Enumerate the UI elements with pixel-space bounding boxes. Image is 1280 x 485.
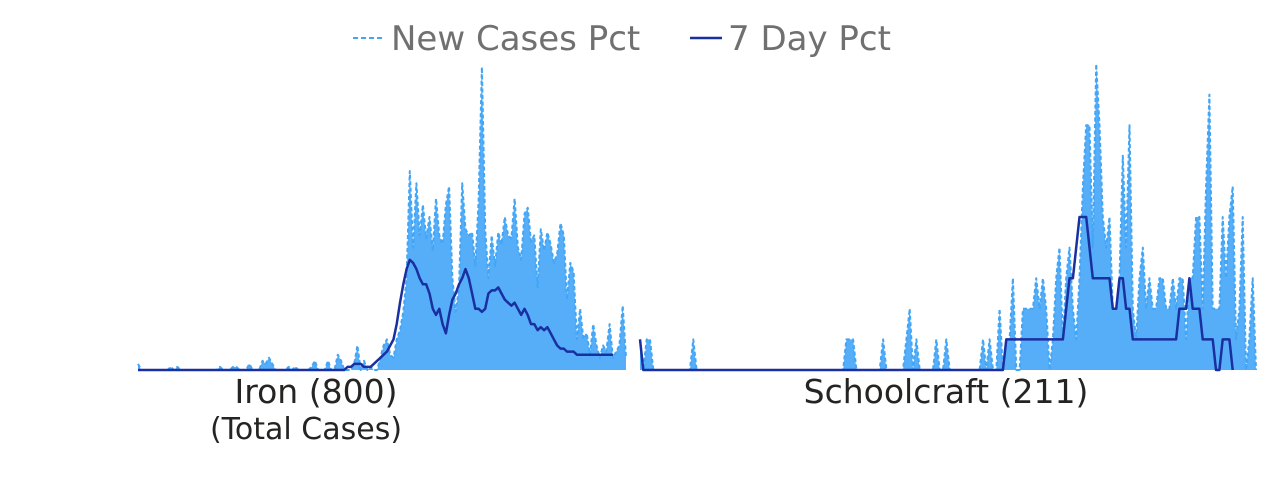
- legend-item-7-day-pct[interactable]: 7 Day Pct: [690, 19, 891, 59]
- series-new-cases-pct-schoolcraft: [639, 63, 1257, 371]
- series-7-day-pct-schoolcraft: [638, 215, 1234, 372]
- area-new-cases-schoolcraft: [640, 64, 1256, 370]
- series-7-day-pct-iron: [138, 258, 613, 372]
- area-new-cases-iron: [138, 67, 626, 370]
- panel-label-schoolcraft: Schoolcraft (211): [804, 372, 1089, 411]
- legend-label-7-day-pct: 7 Day Pct: [728, 19, 891, 59]
- panel-label-iron: Iron (800): [235, 372, 398, 411]
- panel-iron: [137, 66, 627, 372]
- panel-schoolcraft: [638, 63, 1257, 372]
- panel-sublabel-iron: (Total Cases): [210, 412, 402, 447]
- panel-labels: Iron (800) (Total Cases) Schoolcraft (21…: [210, 372, 1088, 447]
- series-new-cases-pct-iron: [137, 66, 627, 371]
- panels: [137, 63, 1257, 372]
- legend-label-new-cases-pct: New Cases Pct: [391, 19, 640, 59]
- chart-legend: New Cases Pct 7 Day Pct: [353, 19, 891, 59]
- legend-item-new-cases-pct[interactable]: New Cases Pct: [353, 19, 640, 59]
